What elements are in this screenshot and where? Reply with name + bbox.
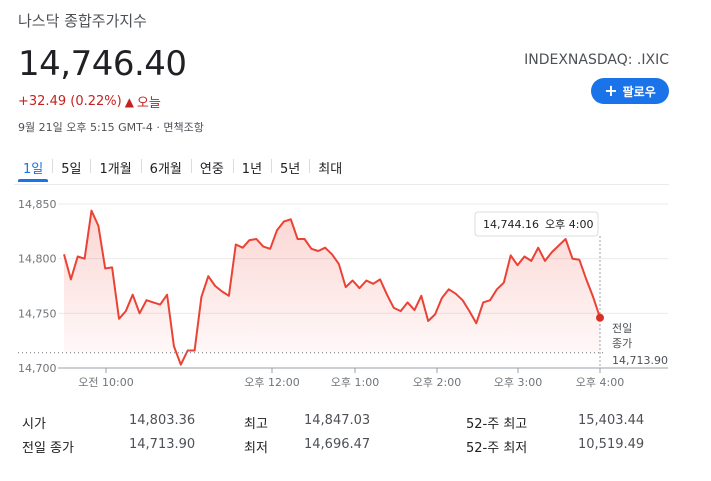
plus-icon: +: [604, 81, 618, 100]
tooltip-value: 14,744.16: [483, 218, 539, 231]
tab-range-7[interactable]: 최대: [309, 155, 351, 182]
stat-52w-high-value: 15,403.44: [578, 413, 645, 428]
stat-prevclose-label: 전일 종가: [22, 441, 74, 456]
tab-range-3[interactable]: 6개월: [140, 155, 191, 182]
prev-close-label-2: 종가: [612, 337, 632, 350]
stat-52w-low-label: 52-주 최저: [466, 441, 528, 456]
tab-range-6[interactable]: 5년: [271, 155, 309, 182]
x-tick-label: 오후 2:00: [413, 376, 461, 389]
price-chart[interactable]: 14,744.16 오후 4:00 전일 종가 14,713.90 14,850…: [0, 190, 711, 395]
prev-close-label-1: 전일: [612, 321, 632, 335]
price-change: +32.49 (0.22%) ▲ 오늘: [18, 92, 161, 111]
stat-high-value: 14,847.03: [304, 413, 371, 428]
x-tick-label: 오후 4:00: [576, 376, 624, 389]
stat-low-label: 최저: [244, 441, 268, 456]
stats-table: 시가 14,803.36 전일 종가 14,713.90 최고 14,847.0…: [22, 413, 702, 473]
tooltip-time: 오후 4:00: [545, 218, 593, 231]
stat-52w-low-value: 10,519.49: [578, 437, 645, 452]
range-tabs: 1일 5일 1개월 6개월 연중 1년 5년 최대: [14, 155, 351, 185]
y-tick-label: 14,800: [18, 253, 57, 266]
x-tick-label: 오후 1:00: [331, 376, 379, 389]
follow-button[interactable]: + 팔로우: [591, 78, 669, 104]
current-price: 14,746.40: [18, 44, 187, 84]
tab-range-4[interactable]: 연중: [190, 155, 233, 182]
y-tick-label: 14,750: [18, 307, 57, 320]
tab-range-2[interactable]: 1개월: [90, 155, 140, 182]
stat-open-label: 시가: [22, 417, 46, 432]
stat-prevclose-value: 14,713.90: [129, 437, 196, 452]
tab-divider: [14, 184, 669, 185]
tab-range-1[interactable]: 5일: [52, 155, 90, 182]
follow-label: 팔로우: [622, 84, 656, 99]
tab-range-5[interactable]: 1년: [232, 155, 271, 182]
x-tick-label: 오전 10:00: [78, 376, 133, 389]
arrow-up-icon: ▲: [124, 94, 134, 109]
y-tick-label: 14,850: [18, 198, 57, 211]
change-period: 오늘: [136, 96, 161, 111]
y-tick-label: 14,700: [18, 362, 57, 375]
x-tick-label: 오후 12:00: [244, 376, 299, 389]
stat-low-value: 14,696.47: [304, 437, 371, 452]
price-line: [63, 209, 601, 366]
stat-open-value: 14,803.36: [129, 413, 196, 428]
index-title: 나스닥 종합주가지수: [18, 12, 147, 30]
prev-close-value: 14,713.90: [612, 354, 668, 367]
hover-dot: [596, 313, 604, 322]
stat-52w-high-label: 52-주 최고: [466, 417, 528, 432]
stat-high-label: 최고: [244, 417, 268, 432]
tab-range-0[interactable]: 1일: [14, 155, 52, 182]
ticker-symbol: INDEXNASDAQ: .IXIC: [524, 52, 669, 68]
timestamp-disclaimer[interactable]: 9월 21일 오후 5:15 GMT-4 · 면책조항: [18, 121, 204, 134]
x-tick-label: 오후 3:00: [494, 376, 542, 389]
change-value: +32.49 (0.22%): [18, 94, 122, 109]
hover-tooltip: 14,744.16 오후 4:00: [474, 211, 599, 237]
